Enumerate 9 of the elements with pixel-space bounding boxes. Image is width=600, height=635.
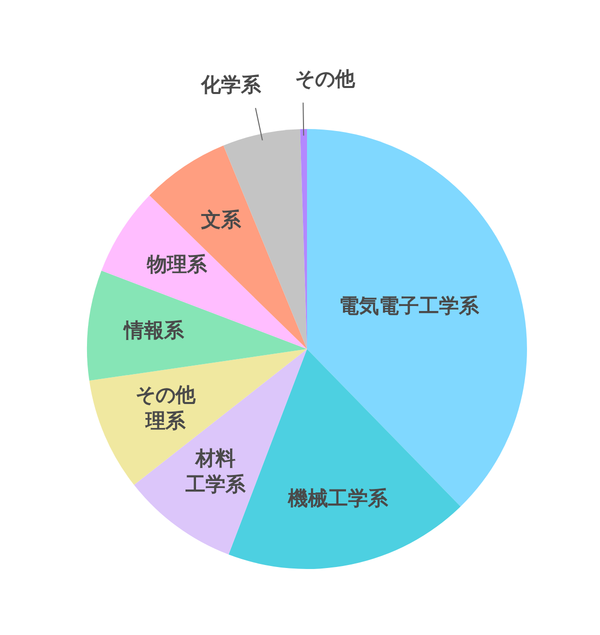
slice-label: その他 — [294, 67, 356, 92]
slice-label: 情報系 — [122, 318, 185, 343]
slice-label: 機械工学系 — [287, 486, 390, 510]
slice-label: 化学系 — [200, 72, 262, 97]
slice-label: その他理系 — [135, 383, 196, 434]
slice-label: 物理系 — [146, 252, 208, 277]
slice-label: 材料工学系 — [184, 446, 247, 496]
slice-label: 文系 — [200, 208, 242, 232]
slice-label: 電気電子工学系 — [338, 294, 480, 318]
